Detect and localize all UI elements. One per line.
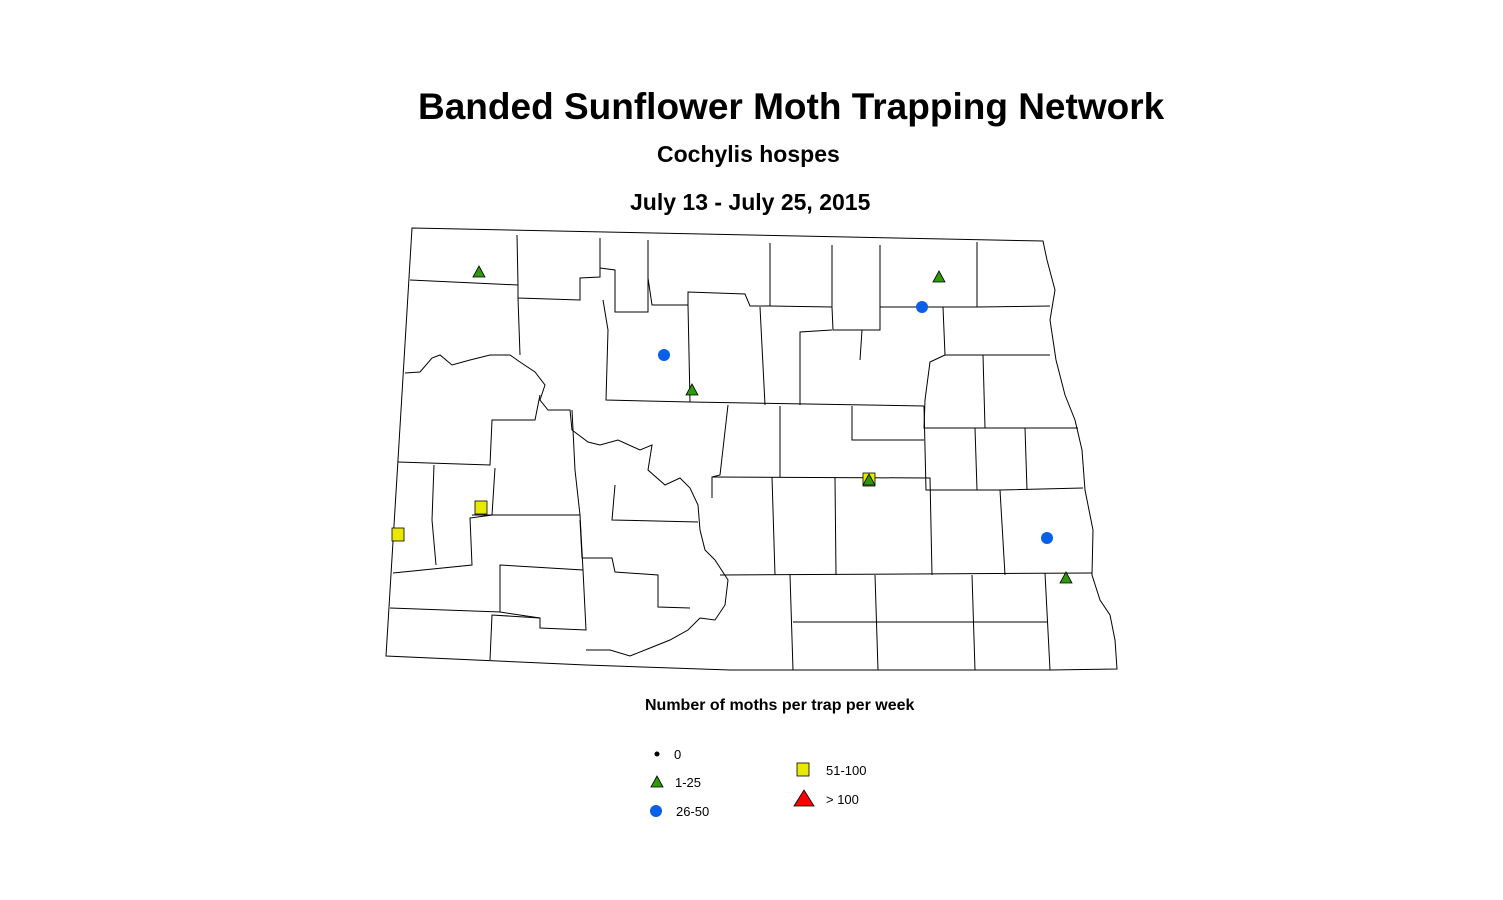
trap-site-marker-triangle — [932, 270, 946, 283]
trap-site-marker-circle — [658, 349, 670, 361]
trap-site-marker-square — [391, 527, 405, 542]
trap-site-marker-circle — [1041, 532, 1053, 544]
legend-zero-dot-icon — [654, 751, 660, 757]
legend-circle-blue-icon — [650, 805, 662, 817]
trap-site-marker-triangle — [472, 265, 486, 278]
legend-label-over-100: > 100 — [826, 792, 859, 807]
legend-label-0: 0 — [674, 747, 682, 762]
trap-site-marker-triangle — [685, 383, 699, 396]
legend-label-26-50: 26-50 — [676, 804, 710, 819]
trap-site-marker-triangle — [862, 473, 876, 486]
trap-site-marker-triangle — [1059, 571, 1073, 584]
legend-square-yellow-icon — [796, 762, 810, 777]
legend-symbols — [650, 751, 815, 817]
county-boundaries — [385, 227, 1118, 671]
trap-site-marker-square — [474, 500, 488, 515]
trap-sites — [391, 265, 1073, 584]
legend-title: Number of moths per trap per week — [645, 697, 915, 714]
map-subtitle: Cochylis hospes — [657, 141, 840, 167]
legend-label-51-100: 51-100 — [826, 763, 867, 778]
date-range: July 13 - July 25, 2015 — [630, 189, 871, 215]
state-outline — [385, 227, 1118, 671]
trap-site-marker-circle — [916, 301, 928, 313]
map-title: Banded Sunflower Moth Trapping Network — [418, 86, 1165, 127]
legend-label-1-25: 1-25 — [675, 775, 702, 790]
legend-triangle-green-icon — [650, 775, 664, 788]
legend-triangle-red-icon — [793, 789, 815, 807]
